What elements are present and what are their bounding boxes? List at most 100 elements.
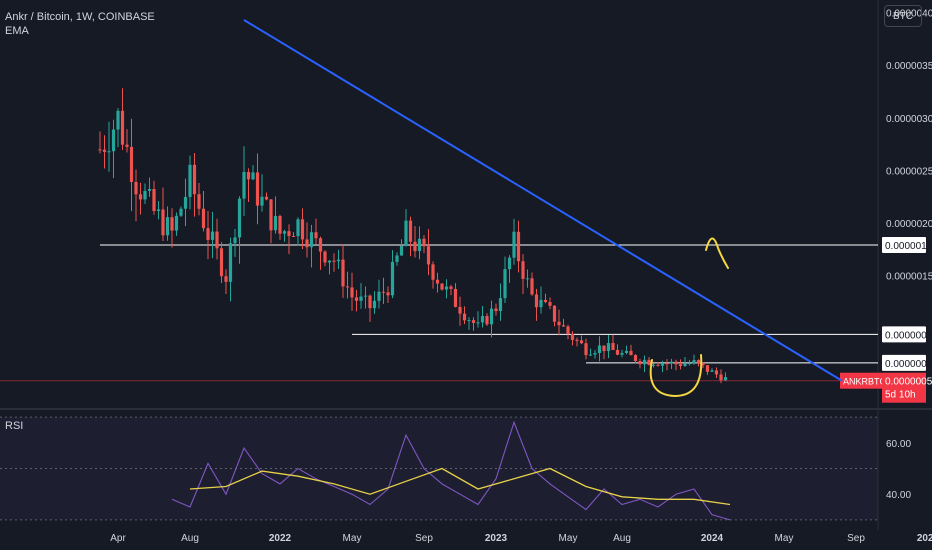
candle-body [188, 164, 192, 197]
candle-body [170, 217, 174, 231]
candle-body [440, 283, 444, 290]
horizontal-level-label: 0.00000067 [885, 359, 932, 370]
candle-body [314, 232, 318, 239]
candle-body [323, 251, 327, 263]
horizontal-level-label: 0.00000094 [885, 330, 932, 341]
candle-body [651, 364, 656, 366]
rsi-legend[interactable]: RSI [5, 420, 24, 432]
candle-body [498, 298, 503, 312]
currency-button[interactable]: BTC [884, 5, 922, 27]
candle-body [107, 151, 111, 153]
candle-body [291, 235, 296, 237]
candle-body [192, 164, 197, 195]
candle-body [525, 278, 530, 280]
candle-body [449, 286, 453, 289]
candle-body [197, 194, 201, 209]
candle-body [723, 377, 728, 381]
candle-body [368, 295, 372, 309]
candle-body [134, 182, 138, 195]
candle-body [534, 294, 539, 308]
candle-body [669, 361, 674, 364]
time-tick-label: 2022 [269, 533, 292, 544]
candle-body [705, 365, 710, 372]
candle-body [219, 248, 224, 277]
candle-body [215, 231, 219, 249]
candle-body [489, 308, 494, 325]
rsi-tick-label: 60.00 [886, 439, 911, 450]
candle-body [251, 172, 255, 180]
candle-body [701, 363, 705, 366]
candle-body [345, 286, 350, 288]
candle-body [260, 196, 264, 206]
candle-body [156, 209, 161, 211]
candle-body [584, 343, 588, 356]
current-price-tag [882, 372, 926, 403]
candle-body [683, 363, 687, 367]
candle-body [390, 261, 395, 296]
candle-body [408, 220, 413, 242]
candle-body [102, 149, 107, 152]
candle-body [566, 326, 570, 334]
candle-body [467, 320, 471, 322]
candle-body [476, 322, 480, 324]
candle-body [206, 228, 210, 240]
candle-body [399, 245, 404, 256]
trendline [243, 19, 843, 382]
time-tick-label: Aug [181, 533, 199, 544]
candle-body [633, 355, 638, 362]
candle-body [174, 215, 179, 231]
horizontal-level-label: 0.00000179 [885, 241, 932, 252]
candle-body [395, 255, 399, 262]
candle-body [588, 354, 593, 356]
candle-body [507, 257, 512, 270]
candle-body [480, 315, 485, 323]
candle-body [120, 110, 125, 145]
time-tick-label: May [559, 533, 578, 544]
candle-body [597, 345, 602, 354]
candle-body [516, 231, 521, 262]
candle-body [714, 370, 719, 375]
candle-body [462, 313, 467, 321]
candle-body [242, 171, 246, 199]
candle-body [350, 287, 354, 298]
candle-body [143, 190, 147, 200]
candle-body [201, 208, 206, 229]
candle-body [530, 278, 534, 295]
symbol-tag-label: ANKRBTC [843, 377, 887, 387]
candle-body [237, 198, 242, 238]
candle-body [615, 349, 620, 355]
candle-body [543, 299, 548, 303]
candle-body [282, 231, 287, 234]
candle-body [152, 189, 156, 211]
symbol-legend[interactable]: Ankr / Bitcoin, 1W, COINBASE [5, 11, 155, 23]
horizontal-level-tag [882, 354, 926, 371]
candle-body [710, 370, 714, 372]
candle-body [593, 353, 597, 355]
candle-body [512, 231, 516, 258]
horizontal-level-tag [882, 326, 926, 343]
candle-body [435, 279, 440, 284]
symbol-tag [840, 372, 882, 389]
time-tick-label: Apr [110, 533, 126, 544]
candle-body [692, 360, 696, 364]
candle-body [161, 209, 165, 236]
rsi-tick-label: 40.00 [886, 490, 911, 501]
candle-body [561, 325, 566, 327]
candle-body [557, 321, 561, 326]
candle-body [287, 231, 291, 236]
candle-body [485, 315, 489, 325]
time-tick-label: May [775, 533, 794, 544]
candle-body [521, 261, 525, 279]
candle-body [183, 196, 188, 209]
indicator-legend[interactable]: EMA [5, 25, 29, 37]
candle-body [111, 129, 116, 152]
candle-body [332, 260, 336, 262]
candle-body [404, 220, 408, 246]
candle-body [377, 291, 381, 301]
candle-body [309, 232, 314, 248]
candle-body [129, 146, 134, 183]
